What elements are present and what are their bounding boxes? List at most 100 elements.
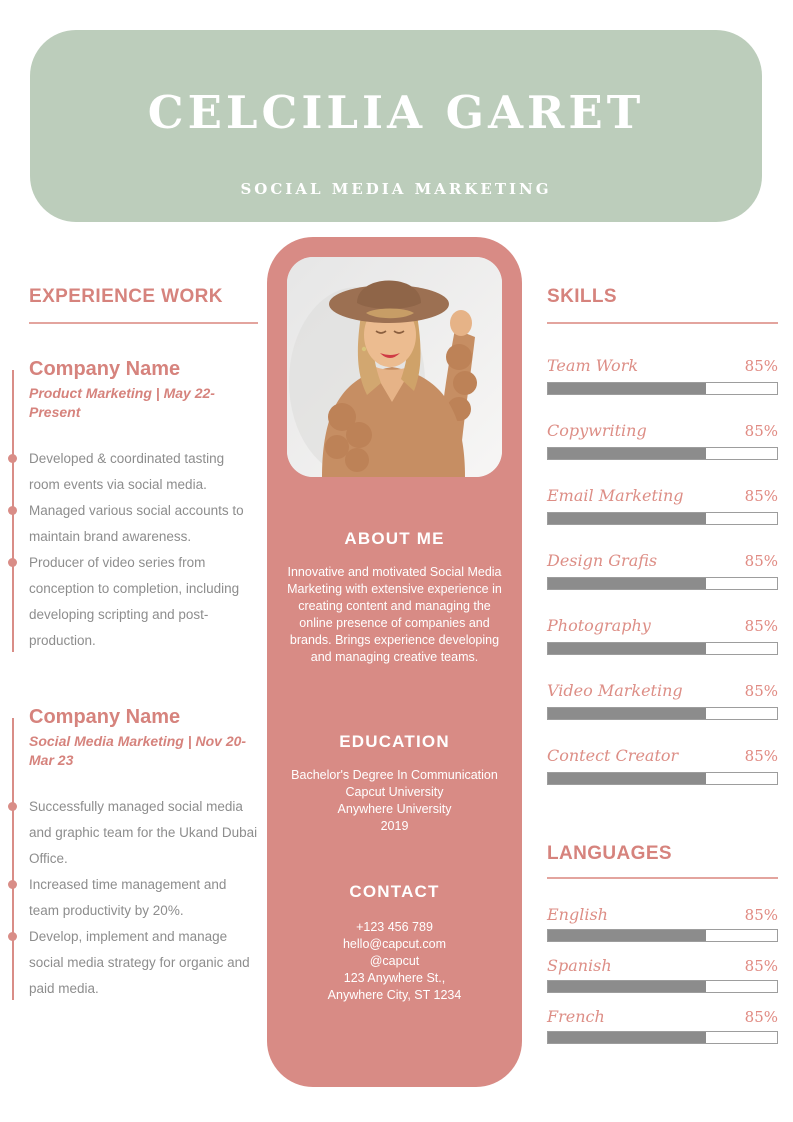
skills-divider bbox=[547, 322, 778, 324]
skill-label: Video Marketing bbox=[547, 680, 683, 700]
contact-phone: +123 456 789 bbox=[356, 920, 433, 934]
skill-label: Email Marketing bbox=[547, 485, 684, 505]
skill-label: Contect Creator bbox=[547, 745, 679, 765]
skill-label: Team Work bbox=[547, 355, 639, 375]
timeline-dot bbox=[8, 505, 17, 515]
header-banner: CELCILIA GARET SOCIAL MEDIA MARKETING bbox=[30, 30, 762, 222]
contact-address-1: 123 Anywhere St., bbox=[343, 971, 446, 985]
education-line: 2019 bbox=[380, 819, 409, 833]
skill-rows: Team Work 85% Copywriting 85% Email Market… bbox=[547, 356, 778, 785]
language-label: French bbox=[547, 1006, 605, 1026]
education-line: Anywhere University bbox=[337, 802, 452, 816]
skill-percent: 85% bbox=[744, 681, 778, 700]
job-meta: Social Media Marketing | Nov 20-Mar 23 bbox=[29, 732, 247, 768]
languages-divider bbox=[547, 877, 778, 879]
skill-bar-fill bbox=[548, 382, 706, 394]
profile-photo bbox=[287, 257, 502, 477]
contact-title: CONTACT bbox=[349, 882, 440, 901]
language-bar-fill bbox=[548, 1031, 706, 1043]
language-row: Spanish 85% bbox=[547, 956, 778, 993]
skill-bar-fill bbox=[548, 772, 706, 784]
languages-title: LANGUAGES bbox=[547, 843, 672, 864]
skill-row: Team Work 85% bbox=[547, 356, 778, 395]
skill-bar-fill bbox=[548, 577, 706, 589]
skill-row: Email Marketing 85% bbox=[547, 486, 778, 525]
person-name: CELCILIA GARET bbox=[147, 86, 645, 139]
skill-label: Photography bbox=[547, 615, 651, 635]
bullet-text: Managed various social accounts to maint… bbox=[29, 502, 244, 544]
experience-section: EXPERIENCE WORK Company Name Product Mar… bbox=[8, 286, 258, 1002]
language-bar bbox=[547, 979, 778, 993]
contact-handle: @capcut bbox=[369, 954, 420, 968]
job-meta: Product Marketing | May 22-Present bbox=[29, 384, 215, 420]
skill-percent: 85% bbox=[744, 356, 778, 375]
timeline-dot bbox=[8, 453, 17, 463]
skill-bar bbox=[547, 381, 778, 395]
skill-bar bbox=[547, 446, 778, 460]
bullet-item: Developed & coordinated tasting room eve… bbox=[8, 446, 258, 498]
skill-percent: 85% bbox=[744, 616, 778, 635]
skill-percent: 85% bbox=[744, 551, 778, 570]
skill-percent: 85% bbox=[744, 486, 778, 505]
contact-lines: +123 456 789 hello@capcut.com @capcut 12… bbox=[287, 919, 502, 1004]
bullet-item: Producer of video series from conception… bbox=[8, 550, 258, 654]
profile-panel: ABOUT ME Innovative and motivated Social… bbox=[267, 237, 522, 1087]
skill-row: Photography 85% bbox=[547, 616, 778, 655]
skill-bar-fill bbox=[548, 512, 706, 524]
contact-address-2: Anywhere City, ST 1234 bbox=[327, 988, 462, 1002]
language-percent: 85% bbox=[744, 905, 778, 924]
skill-percent: 85% bbox=[744, 421, 778, 440]
portrait-illustration bbox=[287, 257, 502, 477]
job-entry-1: Company Name Product Marketing | May 22-… bbox=[8, 358, 258, 654]
skill-label: Design Grafis bbox=[547, 550, 658, 570]
skill-bar bbox=[547, 641, 778, 655]
language-label: Spanish bbox=[547, 955, 612, 975]
skill-bar bbox=[547, 576, 778, 590]
bullet-item: Managed various social accounts to maint… bbox=[8, 498, 258, 550]
experience-divider bbox=[29, 322, 258, 324]
skill-label: Copywriting bbox=[547, 420, 647, 440]
skills-section: SKILLS Team Work 85% Copywriting 85% Email… bbox=[547, 286, 778, 811]
about-text: Innovative and motivated Social Media Ma… bbox=[287, 565, 502, 664]
timeline-dot bbox=[8, 801, 17, 811]
timeline-dot bbox=[8, 557, 17, 567]
skills-title: SKILLS bbox=[547, 286, 617, 307]
job-entry-2: Company Name Social Media Marketing | No… bbox=[8, 705, 258, 1002]
timeline-dot bbox=[8, 931, 17, 941]
education-line: Capcut University bbox=[345, 785, 444, 799]
job-bullets: Successfully managed social media and gr… bbox=[8, 794, 258, 1002]
contact-email: hello@capcut.com bbox=[342, 937, 446, 951]
language-row: English 85% bbox=[547, 905, 778, 942]
education-line: Bachelor's Degree In Communication bbox=[291, 768, 498, 782]
bullet-item: Develop, implement and manage social med… bbox=[8, 924, 258, 1002]
timeline-line bbox=[12, 717, 14, 1000]
skill-bar-fill bbox=[548, 447, 706, 459]
skill-bar bbox=[547, 706, 778, 720]
language-bar bbox=[547, 1030, 778, 1044]
company-name: Company Name bbox=[29, 705, 181, 728]
skill-bar-fill bbox=[548, 707, 706, 719]
bullet-text: Developed & coordinated tasting room eve… bbox=[29, 450, 225, 492]
job-bullets: Developed & coordinated tasting room eve… bbox=[8, 446, 258, 654]
skill-row: Design Grafis 85% bbox=[547, 551, 778, 590]
about-title: ABOUT ME bbox=[344, 529, 445, 548]
language-percent: 85% bbox=[744, 956, 778, 975]
skill-row: Copywriting 85% bbox=[547, 421, 778, 460]
bullet-text: Successfully managed social media and gr… bbox=[29, 798, 258, 866]
bullet-item: Successfully managed social media and gr… bbox=[8, 794, 258, 872]
education-lines: Bachelor's Degree In Communication Capcu… bbox=[287, 767, 502, 835]
bullet-text: Develop, implement and manage social med… bbox=[29, 928, 250, 996]
skill-row: Video Marketing 85% bbox=[547, 681, 778, 720]
skill-bar bbox=[547, 511, 778, 525]
language-label: English bbox=[547, 904, 608, 924]
skill-bar-fill bbox=[548, 642, 706, 654]
language-bar-fill bbox=[548, 929, 706, 941]
bullet-item: Increased time management and team produ… bbox=[8, 872, 258, 924]
skill-percent: 85% bbox=[744, 746, 778, 765]
language-percent: 85% bbox=[744, 1007, 778, 1026]
education-title: EDUCATION bbox=[339, 732, 450, 751]
language-rows: English 85% Spanish 85% French 85% bbox=[547, 905, 778, 1044]
skill-row: Contect Creator 85% bbox=[547, 746, 778, 785]
bullet-text: Producer of video series from conception… bbox=[29, 554, 240, 648]
